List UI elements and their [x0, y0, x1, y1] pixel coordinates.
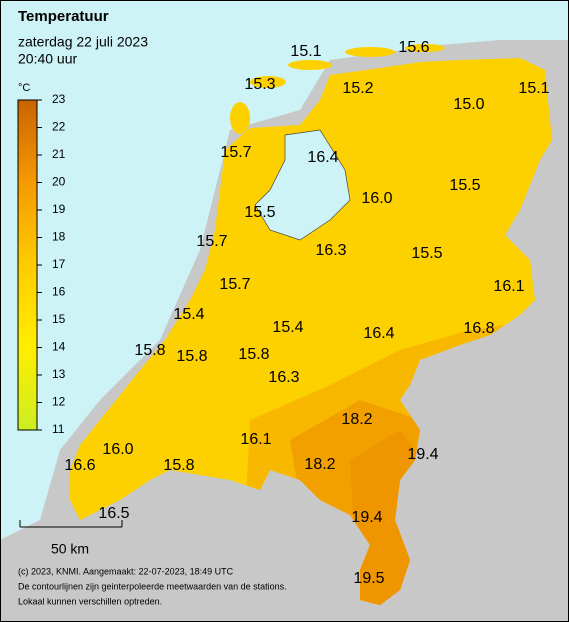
station-value: 16.1 — [240, 431, 271, 448]
station-value: 15.5 — [411, 245, 442, 262]
station-value: 15.7 — [196, 233, 227, 250]
station-value: 16.1 — [493, 278, 524, 295]
station-value: 15.8 — [176, 348, 207, 365]
footer-line: (c) 2023, KNMI. Aangemaakt: 22-07-2023, … — [18, 566, 234, 576]
station-value: 16.4 — [363, 325, 394, 342]
station-value: 15.8 — [238, 346, 269, 363]
island — [288, 60, 332, 70]
title: Temperatuur — [18, 8, 109, 25]
time: 20:40 uur — [18, 51, 77, 67]
station-value: 15.7 — [219, 276, 250, 293]
station-value: 15.2 — [342, 80, 373, 97]
sea — [0, 0, 569, 540]
station-value: 19.4 — [407, 446, 438, 463]
scale-label: 50 km — [51, 541, 89, 557]
island — [345, 47, 395, 57]
station-value: 15.8 — [163, 457, 194, 474]
station-value: 15.1 — [518, 80, 549, 97]
island — [405, 44, 445, 52]
legend-tick-label: 23 — [52, 92, 66, 106]
station-value: 15.8 — [134, 342, 165, 359]
legend-tick-label: 14 — [52, 340, 66, 354]
footer-line: De contourlijnen zijn geinterpoleerde me… — [18, 581, 287, 591]
station-value: 15.7 — [220, 144, 251, 161]
legend-tick-label: 17 — [52, 257, 66, 271]
legend-tick-label: 22 — [52, 120, 66, 134]
station-value: 18.2 — [304, 456, 335, 473]
station-value: 15.5 — [449, 177, 480, 194]
legend-bar — [17, 99, 38, 431]
legend-tick-label: 13 — [52, 367, 66, 381]
legend-tick-label: 18 — [52, 230, 66, 244]
station-value: 15.5 — [244, 204, 275, 221]
station-value: 16.8 — [463, 320, 494, 337]
station-value: 18.2 — [341, 411, 372, 428]
legend-unit: °C — [18, 82, 30, 94]
station-value: 15.6 — [398, 39, 429, 56]
legend-tick-label: 12 — [52, 395, 66, 409]
island — [250, 76, 286, 88]
station-value: 15.1 — [290, 43, 321, 60]
legend-tick-label: 19 — [52, 202, 66, 216]
date: zaterdag 22 juli 2023 — [18, 34, 148, 50]
station-value: 15.4 — [272, 319, 303, 336]
station-value: 16.4 — [307, 149, 338, 166]
station-value: 15.3 — [244, 76, 275, 93]
station-value: 16.3 — [315, 242, 346, 259]
ijsselmeer — [254, 129, 351, 241]
island — [230, 102, 250, 134]
footer-line: Lokaal kunnen verschillen optreden. — [18, 596, 162, 606]
station-value: 15.4 — [173, 306, 204, 323]
station-value: 16.0 — [102, 441, 133, 458]
legend-tick-label: 16 — [52, 285, 66, 299]
station-value: 19.5 — [353, 570, 384, 587]
station-value: 16.0 — [361, 190, 392, 207]
legend-tick-label: 11 — [52, 422, 65, 436]
station-value: 16.5 — [98, 505, 129, 522]
legend-tick-label: 21 — [52, 147, 66, 161]
station-value: 19.4 — [351, 509, 382, 526]
legend-tick-label: 15 — [52, 312, 66, 326]
station-value: 16.6 — [64, 457, 95, 474]
station-value: 16.3 — [268, 369, 299, 386]
station-value: 15.0 — [453, 96, 484, 113]
legend-tick-label: 20 — [52, 175, 66, 189]
